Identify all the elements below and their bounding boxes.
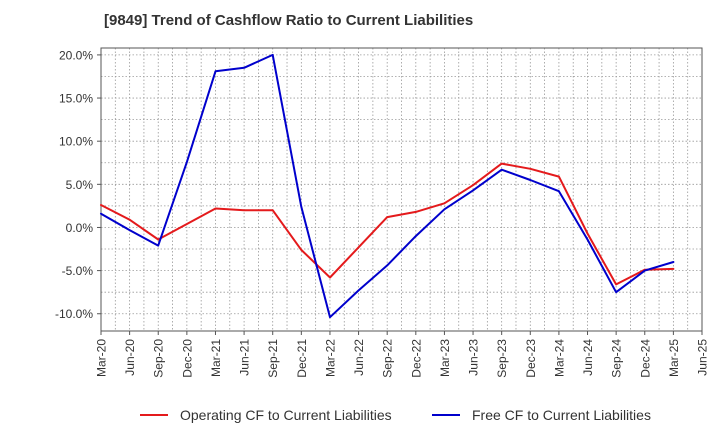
y-tick-label: -10.0% (55, 307, 93, 321)
plot-frame (100, 47, 703, 332)
x-tick-label: Dec-22 (409, 339, 423, 378)
y-tick-label: 15.0% (59, 92, 93, 106)
legend-item-free-cf: Free CF to Current Liabilities (432, 404, 651, 426)
x-tick-label: Sep-22 (381, 339, 395, 378)
y-tick-label: 0.0% (66, 221, 94, 235)
x-tick-label: Mar-21 (209, 339, 223, 377)
x-tick-label: Dec-20 (180, 339, 194, 378)
x-tick-label: Mar-22 (323, 339, 337, 377)
series-line-operating-cf (100, 162, 675, 286)
x-tick-label: Jun-23 (467, 339, 481, 376)
x-tick-label: Sep-20 (152, 339, 166, 378)
x-tick-label: Mar-24 (552, 339, 566, 377)
chart-title: [9849] Trend of Cashflow Ratio to Curren… (104, 12, 474, 29)
x-tick-label: Dec-24 (638, 339, 652, 378)
x-tick-label: Jun-21 (238, 339, 252, 376)
x-tick-label: Sep-24 (610, 339, 624, 378)
y-tick-label: 10.0% (59, 135, 93, 149)
y-tick-label: 20.0% (59, 48, 93, 62)
legend-item-operating-cf: Operating CF to Current Liabilities (140, 404, 392, 426)
x-tick-label: Jun-25 (696, 339, 710, 376)
series-line-free-cf (100, 53, 675, 319)
x-tick-label: Mar-20 (95, 339, 109, 377)
x-tick-label: Mar-23 (438, 339, 452, 377)
y-tick-label: -5.0% (62, 264, 94, 278)
x-tick-label: Mar-25 (667, 339, 681, 377)
x-tick-label: Sep-21 (266, 339, 280, 378)
legend-swatch-free-cf (432, 414, 460, 416)
x-tick-label: Dec-23 (524, 339, 538, 378)
x-tick-label: Sep-23 (495, 339, 509, 378)
x-tick-label: Jun-20 (123, 339, 137, 376)
x-tick-label: Dec-21 (295, 339, 309, 378)
legend-label-operating-cf: Operating CF to Current Liabilities (180, 407, 392, 423)
legend-swatch-operating-cf (140, 414, 168, 416)
legend: Operating CF to Current Liabilities Free… (0, 404, 720, 426)
x-tick-label: Jun-24 (581, 339, 595, 376)
x-tick-label: Jun-22 (352, 339, 366, 376)
y-tick-label: 5.0% (66, 178, 94, 192)
legend-label-free-cf: Free CF to Current Liabilities (472, 407, 651, 423)
